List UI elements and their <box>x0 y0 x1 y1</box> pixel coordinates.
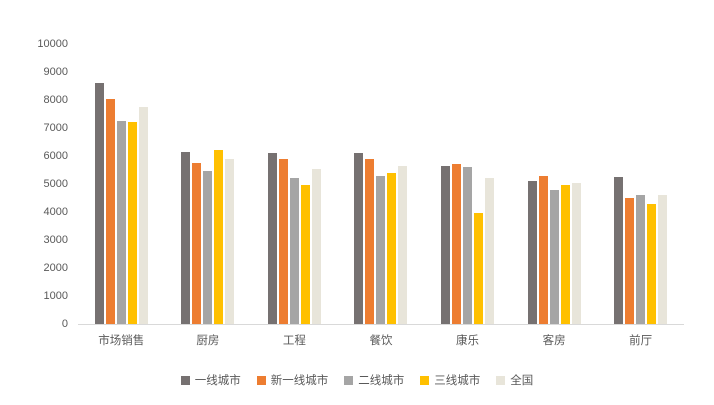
legend-label: 新一线城市 <box>270 375 329 387</box>
bar-series-4 <box>225 158 235 324</box>
bar-series-1 <box>192 163 202 324</box>
bar-cluster <box>267 44 321 324</box>
legend-item-1: 新一线城市 <box>256 372 329 388</box>
legend-swatch <box>180 375 190 385</box>
y-tick-label: 2000 <box>43 262 68 274</box>
y-tick-label: 7000 <box>43 122 68 134</box>
bar-series-2 <box>636 195 646 324</box>
y-tick-label: 4000 <box>43 206 68 218</box>
bar-series-4 <box>398 165 408 324</box>
category-label: 客房 <box>542 335 566 347</box>
bar-series-3 <box>300 185 310 324</box>
bar-cluster <box>441 44 495 324</box>
bar-cluster <box>527 44 581 324</box>
bar-series-4 <box>138 107 148 324</box>
plot-area: 市场销售 厨房 工程 餐饮 康乐 客房 前厅 <box>78 44 684 348</box>
legend-item-4: 全国 <box>496 372 533 388</box>
bar-series-2 <box>116 121 126 324</box>
legend-swatch <box>420 375 430 385</box>
x-axis-line <box>78 324 684 325</box>
legend-label: 二线城市 <box>358 375 405 387</box>
bar-series-0 <box>527 181 537 324</box>
bar-series-2 <box>289 178 299 324</box>
legend: 一线城市 新一线城市 二线城市 三线城市 全国 <box>0 372 714 388</box>
bar-series-0 <box>354 153 364 324</box>
bar-group: 前厅 <box>614 44 668 348</box>
bar-series-1 <box>365 158 375 324</box>
y-tick-label: 1000 <box>43 290 68 302</box>
bar-series-0 <box>181 151 191 324</box>
bar-cluster <box>181 44 235 324</box>
legend-item-2: 二线城市 <box>344 372 404 388</box>
bar-cluster <box>94 44 148 324</box>
y-tick-label: 9000 <box>43 66 68 78</box>
bar-series-3 <box>560 185 570 324</box>
category-label: 前厅 <box>629 335 653 347</box>
bar-group: 客房 <box>527 44 581 348</box>
legend-label: 一线城市 <box>194 375 241 387</box>
bar-series-2 <box>549 189 559 324</box>
category-label: 厨房 <box>196 335 220 347</box>
y-tick-label: 10000 <box>37 38 68 50</box>
legend-swatch <box>256 375 266 385</box>
category-label: 工程 <box>282 335 306 347</box>
bar-series-1 <box>105 98 115 324</box>
bar-group: 市场销售 <box>94 44 148 348</box>
category-label: 市场销售 <box>98 335 145 347</box>
bar-series-4 <box>658 195 668 324</box>
legend-swatch <box>344 375 354 385</box>
legend-swatch <box>496 375 506 385</box>
bar-series-3 <box>647 203 657 324</box>
category-label: 餐饮 <box>369 335 393 347</box>
bar-series-4 <box>571 182 581 324</box>
bar-series-3 <box>127 122 137 324</box>
bar-series-2 <box>203 171 213 324</box>
bar-series-3 <box>387 172 397 324</box>
bar-group: 康乐 <box>441 44 495 348</box>
bar-series-4 <box>485 178 495 324</box>
bar-series-0 <box>614 177 624 324</box>
plot-wrap: 市场销售 厨房 工程 餐饮 康乐 客房 前厅 <box>78 44 684 348</box>
y-tick-label: 8000 <box>43 94 68 106</box>
bar-series-1 <box>625 198 635 324</box>
legend-item-0: 一线城市 <box>180 372 241 388</box>
y-tick-label: 3000 <box>43 234 68 246</box>
bar-cluster <box>354 44 408 324</box>
y-tick-label: 6000 <box>43 150 68 162</box>
bar-series-4 <box>311 168 321 324</box>
bar-series-0 <box>267 153 277 324</box>
bar-group: 厨房 <box>181 44 235 348</box>
legend-item-3: 三线城市 <box>420 372 480 388</box>
bar-series-3 <box>474 213 484 324</box>
legend-label: 三线城市 <box>434 375 481 387</box>
category-label: 康乐 <box>456 335 480 347</box>
y-tick-label: 0 <box>61 318 68 330</box>
bar-series-1 <box>538 175 548 324</box>
bar-cluster <box>614 44 668 324</box>
bar-series-0 <box>94 83 104 324</box>
bar-series-1 <box>278 158 288 324</box>
bar-group: 餐饮 <box>354 44 408 348</box>
bar-series-1 <box>452 164 462 324</box>
bar-series-0 <box>441 165 451 324</box>
bar-series-2 <box>376 175 386 324</box>
y-tick-label: 5000 <box>43 178 68 190</box>
bar-group: 工程 <box>267 44 321 348</box>
bar-series-3 <box>214 150 224 324</box>
bar-series-2 <box>463 167 473 324</box>
legend-label: 全国 <box>510 375 534 387</box>
chart-area: 0 1000 2000 3000 4000 5000 6000 7000 8000 9000 100… <box>28 38 684 348</box>
y-axis: 0 1000 2000 3000 4000 5000 6000 7000 8000 9000 100… <box>28 38 78 330</box>
